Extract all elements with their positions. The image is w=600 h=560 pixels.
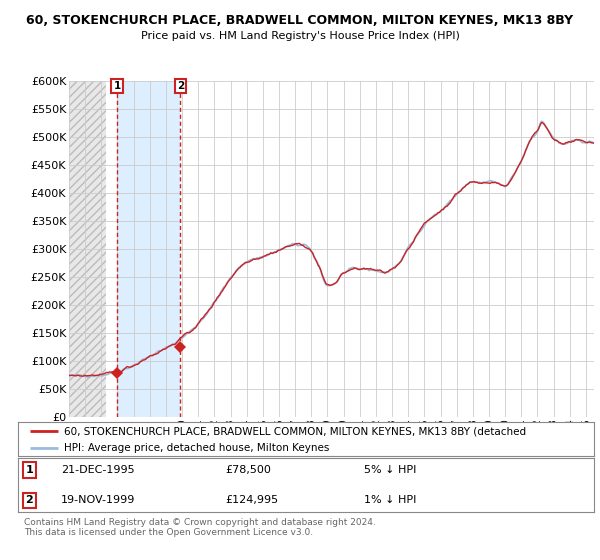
Text: 2: 2 bbox=[176, 81, 184, 91]
Text: Price paid vs. HM Land Registry's House Price Index (HPI): Price paid vs. HM Land Registry's House … bbox=[140, 31, 460, 41]
Text: 21-DEC-1995: 21-DEC-1995 bbox=[61, 465, 135, 475]
Text: Contains HM Land Registry data © Crown copyright and database right 2024.
This d: Contains HM Land Registry data © Crown c… bbox=[24, 518, 376, 538]
Text: £78,500: £78,500 bbox=[226, 465, 271, 475]
Text: 1: 1 bbox=[113, 81, 121, 91]
Text: 60, STOKENCHURCH PLACE, BRADWELL COMMON, MILTON KEYNES, MK13 8BY (detached: 60, STOKENCHURCH PLACE, BRADWELL COMMON,… bbox=[64, 426, 526, 436]
Text: 1: 1 bbox=[25, 465, 33, 475]
Text: 60, STOKENCHURCH PLACE, BRADWELL COMMON, MILTON KEYNES, MK13 8BY: 60, STOKENCHURCH PLACE, BRADWELL COMMON,… bbox=[26, 14, 574, 27]
Text: HPI: Average price, detached house, Milton Keynes: HPI: Average price, detached house, Milt… bbox=[64, 443, 329, 452]
Text: 2: 2 bbox=[25, 496, 33, 505]
Text: £124,995: £124,995 bbox=[226, 496, 278, 505]
Text: 1% ↓ HPI: 1% ↓ HPI bbox=[364, 496, 416, 505]
Bar bbox=[117, 81, 180, 417]
Text: 19-NOV-1999: 19-NOV-1999 bbox=[61, 496, 136, 505]
Text: 5% ↓ HPI: 5% ↓ HPI bbox=[364, 465, 416, 475]
